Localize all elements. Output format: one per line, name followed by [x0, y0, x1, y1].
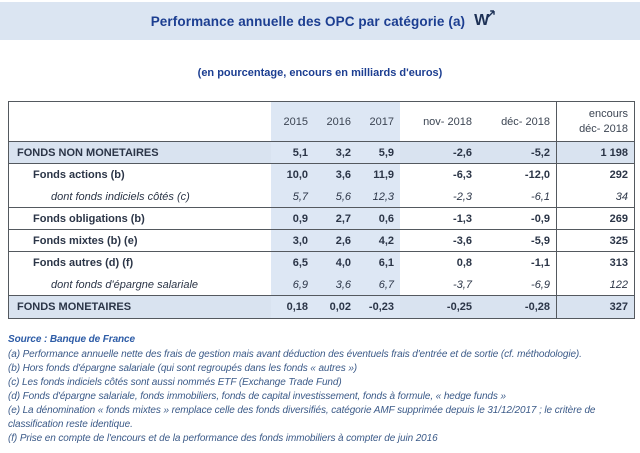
cell-dec-2018: -12,0 — [524, 169, 550, 181]
cell-nov-2018: -2,6 — [453, 146, 472, 159]
cell-2017: 5,9 — [357, 142, 400, 163]
row-label: FONDS NON MONETAIRES — [17, 146, 159, 159]
cell-2015: 6,5 — [271, 252, 314, 274]
cell-2016: 5,6 — [314, 186, 357, 207]
table-header-row: 2015 2016 2017 nov- 2018 déc- 2018 encou… — [9, 102, 634, 142]
cell-nov-2018: -3,6 — [453, 234, 472, 247]
cell-encours: 269 — [556, 208, 634, 229]
cell-2015: 3,0 — [271, 230, 314, 251]
encours-header-line2: déc- 2018 — [579, 122, 628, 135]
footnote-f: (f) Prise en compte de l'encours et de l… — [8, 433, 438, 444]
table-row-fonds-autres: Fonds autres (d) (f) 6,5 4,0 6,1 0,8 -1,… — [9, 252, 634, 274]
cell-encours: 292 — [556, 164, 634, 186]
cell-2017: 12,3 — [357, 186, 400, 207]
cell-dec-2018: -6,1 — [531, 190, 550, 203]
cell-2016: 2,6 — [314, 230, 357, 251]
cell-encours: 325 — [556, 230, 634, 251]
cell-dec-2018: -0,9 — [531, 212, 550, 225]
arrow-up-right-icon — [487, 10, 495, 18]
table-row-fonds-actions: Fonds actions (b) 10,0 3,6 11,9 -6,3 -12… — [9, 164, 634, 186]
cell-2017: 6,1 — [357, 252, 400, 274]
cell-2016: 3,6 — [314, 274, 357, 295]
cell-encours: 34 — [556, 186, 634, 207]
cell-2017: 6,7 — [357, 274, 400, 295]
cell-2016: 4,0 — [314, 252, 357, 274]
cell-2015: 5,1 — [271, 142, 314, 163]
row-label: Fonds autres (d) (f) — [33, 257, 134, 269]
cell-dec-2018: -0,28 — [524, 301, 550, 313]
cell-dec-2018: -6,9 — [531, 278, 550, 291]
table-row-dont-epargne-salariale: dont fonds d'épargne salariale 6,9 3,6 6… — [9, 274, 634, 296]
cell-2017: -0,23 — [357, 296, 400, 318]
cell-encours: 1 198 — [556, 142, 634, 163]
cell-2015: 6,9 — [271, 274, 314, 295]
col-header-2016: 2016 — [314, 102, 357, 141]
cell-nov-2018: -0,25 — [446, 301, 472, 313]
title-band: Performance annuelle des OPC par catégor… — [0, 2, 640, 40]
table-row-dont-fonds-indiciels: dont fonds indiciels côtés (c) 5,7 5,6 1… — [9, 186, 634, 208]
cell-nov-2018: -2,3 — [453, 190, 472, 203]
table-row-fonds-non-monetaires: FONDS NON MONETAIRES 5,1 3,2 5,9 -2,6 -5… — [9, 142, 634, 164]
row-label: dont fonds d'épargne salariale — [51, 278, 199, 291]
table-row-fonds-mixtes: Fonds mixtes (b) (e) 3,0 2,6 4,2 -3,6 -5… — [9, 230, 634, 252]
webstat-icon[interactable]: W — [474, 10, 495, 29]
row-label: FONDS MONETAIRES — [17, 301, 132, 313]
cell-nov-2018: -1,3 — [453, 212, 472, 225]
cell-2017: 4,2 — [357, 230, 400, 251]
cell-2017: 11,9 — [357, 164, 400, 186]
cell-2015: 0,9 — [271, 208, 314, 229]
cell-2016: 0,02 — [314, 296, 357, 318]
cell-encours: 327 — [556, 296, 634, 318]
cell-2016: 2,7 — [314, 208, 357, 229]
table-row-fonds-monetaires: FONDS MONETAIRES 0,18 0,02 -0,23 -0,25 -… — [9, 296, 634, 318]
footnotes: Source : Banque de France (a) Performanc… — [8, 333, 632, 446]
cell-encours: 122 — [556, 274, 634, 295]
col-header-encours: encours déc- 2018 — [556, 102, 634, 141]
encours-header-line1: encours — [588, 107, 628, 120]
cell-nov-2018: -6,3 — [453, 169, 472, 181]
cell-nov-2018: -3,7 — [453, 278, 472, 291]
cell-nov-2018: 0,8 — [456, 257, 472, 269]
footnote-a: (a) Performance annuelle nette des frais… — [8, 349, 582, 360]
cell-2015: 10,0 — [271, 164, 314, 186]
footnote-b: (b) Hors fonds d'épargne salariale (qui … — [8, 363, 358, 374]
row-label: Fonds actions (b) — [33, 169, 125, 181]
row-label: dont fonds indiciels côtés (c) — [51, 190, 190, 203]
row-label: Fonds obligations (b) — [33, 212, 145, 225]
col-header-2015: 2015 — [271, 102, 314, 141]
footnote-c: (c) Les fonds indiciels côtés sont aussi… — [8, 377, 342, 388]
cell-dec-2018: -5,9 — [531, 234, 550, 247]
cell-2016: 3,2 — [314, 142, 357, 163]
footnote-e: (e) La dénomination « fonds mixtes » rem… — [8, 405, 596, 430]
footnote-d: (d) Fonds d'épargne salariale, fonds imm… — [8, 391, 506, 402]
performance-table: 2015 2016 2017 nov- 2018 déc- 2018 encou… — [8, 101, 635, 319]
col-header-nov-2018: nov- 2018 — [423, 115, 472, 128]
col-header-dec-2018: déc- 2018 — [501, 115, 550, 128]
page-title: Performance annuelle des OPC par catégor… — [150, 13, 466, 29]
webstat-letter: W — [474, 12, 490, 29]
col-header-2017: 2017 — [357, 102, 400, 141]
cell-2017: 0,6 — [357, 208, 400, 229]
row-label: Fonds mixtes (b) (e) — [33, 234, 138, 247]
cell-dec-2018: -1,1 — [531, 257, 550, 269]
cell-encours: 313 — [556, 252, 634, 274]
source-note: Source : Banque de France — [8, 334, 135, 345]
cell-dec-2018: -5,2 — [531, 146, 550, 159]
table-row-fonds-obligations: Fonds obligations (b) 0,9 2,7 0,6 -1,3 -… — [9, 208, 634, 230]
cell-2016: 3,6 — [314, 164, 357, 186]
cell-2015: 5,7 — [271, 186, 314, 207]
table-subtitle: (en pourcentage, encours en milliards d'… — [197, 67, 443, 79]
header-label-cell — [9, 102, 271, 141]
cell-2015: 0,18 — [271, 296, 314, 318]
